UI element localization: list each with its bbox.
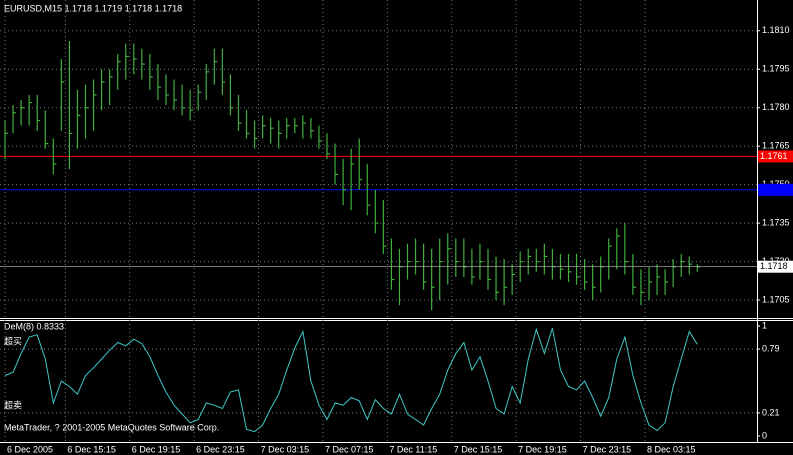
- x-tick-label: 7 Dec 11:15: [389, 444, 437, 454]
- x-tick-label: 7 Dec 03:15: [261, 444, 310, 454]
- x-tick-label: 6 Dec 2005: [7, 444, 53, 454]
- y-tick-label: 0: [762, 430, 767, 440]
- price-label-box: [758, 150, 793, 163]
- x-tick-label: 7 Dec 23:15: [583, 444, 632, 454]
- y-tick-label: 1.1735: [762, 217, 790, 227]
- y-tick-label: 1.1705: [762, 294, 790, 304]
- y-tick-label: 0.79: [762, 343, 780, 353]
- y-tick-label: 1.1795: [762, 64, 790, 74]
- x-tick-label: 6 Dec 19:15: [132, 444, 181, 454]
- x-tick-label: 7 Dec 07:15: [325, 444, 374, 454]
- copyright: MetaTrader, ? 2001-2005 MetaQuotes Softw…: [4, 422, 219, 432]
- current-price: 1.1718: [760, 261, 788, 271]
- y-tick-label: 1.1810: [762, 25, 790, 35]
- x-tick-label: 7 Dec 19:15: [518, 444, 567, 454]
- y-tick-label: 0.21: [762, 407, 780, 417]
- x-tick-label: 8 Dec 03:15: [647, 444, 696, 454]
- x-tick-label: 6 Dec 23:15: [196, 444, 245, 454]
- current-price-box: [758, 260, 793, 273]
- x-tick-label: 7 Dec 15:15: [454, 444, 503, 454]
- indicator-title: DeM(8) 0.8333: [4, 321, 64, 331]
- y-tick-label: 1: [762, 320, 767, 330]
- y-tick-label: 1.1780: [762, 102, 790, 112]
- price-label-box: [758, 183, 793, 196]
- indicator-line: [4, 327, 698, 433]
- level-label: 超买: [4, 335, 22, 346]
- price-label: 1.1761: [760, 151, 788, 161]
- chart-title: EURUSD,M15 1.1718 1.1719 1.1718 1.1718: [4, 3, 182, 13]
- y-tick-label: 1.1765: [762, 141, 790, 151]
- level-label: 超卖: [4, 399, 22, 410]
- x-tick-label: 6 Dec 15:15: [67, 444, 116, 454]
